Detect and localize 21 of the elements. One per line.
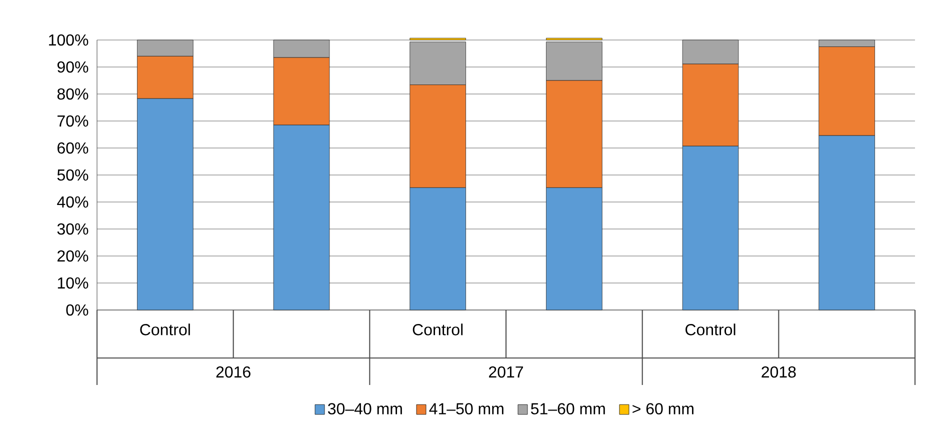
legend-label: 51–60 mm xyxy=(530,403,605,414)
y-tick-label: 60% xyxy=(58,142,88,154)
text: 2017 xyxy=(489,366,523,378)
legend-label: 30–40 mm xyxy=(328,403,402,414)
legend-label: 41–50 mm xyxy=(429,403,504,414)
legend-label: > 60 mm xyxy=(632,403,694,414)
x-tick-label: Control xyxy=(140,324,190,336)
x-tick-label: Control xyxy=(412,324,463,336)
y-tick-label: 70% xyxy=(58,115,88,127)
y-tick-label: 20% xyxy=(58,250,88,262)
y-tick-label: 90% xyxy=(57,61,88,73)
y-tick-label: 50% xyxy=(57,169,88,181)
y-tick-label: 40% xyxy=(57,196,88,208)
y-tick-label: 0% xyxy=(66,304,88,316)
y-tick-label: 100% xyxy=(49,34,88,46)
text: 2016 xyxy=(216,366,250,378)
x-tick-label: Control xyxy=(686,324,736,336)
y-tick-label: 10% xyxy=(58,277,88,289)
text: 2018 xyxy=(762,366,796,378)
y-tick-label: 30% xyxy=(57,223,88,235)
y-tick-label: 80% xyxy=(57,88,88,100)
